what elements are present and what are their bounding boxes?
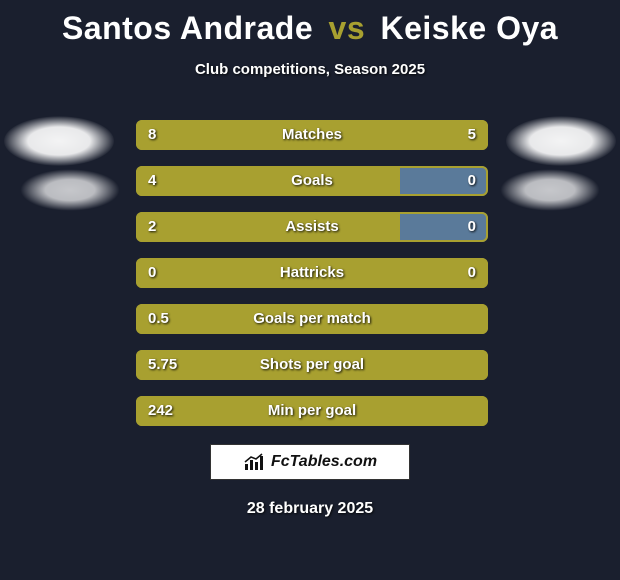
stat-bars: 8Matches54Goals02Assists00Hattricks00.5G… [136,120,488,442]
stat-row: 4Goals0 [136,166,488,196]
bar-label: Goals [136,166,488,196]
subtitle: Club competitions, Season 2025 [0,61,620,78]
logo-box[interactable]: FcTables.com [210,444,410,480]
player1-avatar-glow [4,116,114,166]
bar-val-right: 0 [468,166,476,196]
date-label: 28 february 2025 [0,500,620,518]
player1-avatar-glow-2 [20,169,120,211]
stat-row: 2Assists0 [136,212,488,242]
bar-label: Shots per goal [136,350,488,380]
vs-label: vs [329,10,366,46]
logo-text: FcTables.com [271,453,377,471]
player2-name: Keiske Oya [381,10,559,46]
stat-row: 0Hattricks0 [136,258,488,288]
bar-label: Goals per match [136,304,488,334]
player2-avatar-glow-2 [500,169,600,211]
stat-row: 0.5Goals per match [136,304,488,334]
player1-name: Santos Andrade [62,10,313,46]
bar-label: Min per goal [136,396,488,426]
bar-label: Hattricks [136,258,488,288]
comparison-title: Santos Andrade vs Keiske Oya [0,0,620,47]
chart-icon [243,452,267,472]
player2-avatar-glow [506,116,616,166]
stat-row: 242Min per goal [136,396,488,426]
bar-val-right: 0 [468,258,476,288]
bar-val-right: 0 [468,212,476,242]
stat-row: 8Matches5 [136,120,488,150]
bar-val-right: 5 [468,120,476,150]
stat-row: 5.75Shots per goal [136,350,488,380]
bar-label: Assists [136,212,488,242]
bar-label: Matches [136,120,488,150]
